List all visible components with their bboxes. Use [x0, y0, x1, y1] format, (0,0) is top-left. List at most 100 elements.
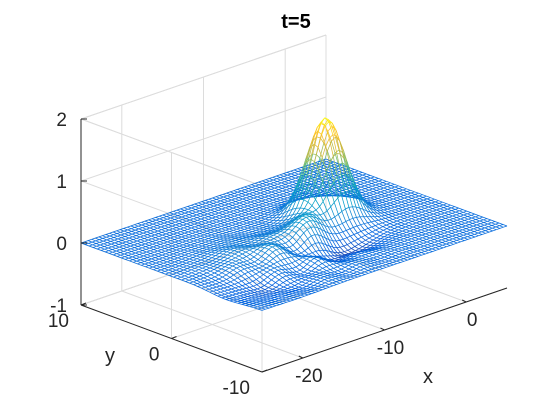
- mesh-segment: [465, 228, 471, 231]
- mesh-segment: [148, 219, 153, 222]
- mesh-segment: [200, 235, 205, 238]
- mesh-segment: [401, 244, 406, 247]
- mesh-segment: [243, 223, 248, 226]
- mesh-segment: [470, 231, 475, 234]
- mesh-segment: [202, 225, 207, 228]
- mesh-segment: [196, 215, 201, 218]
- mesh-segment: [162, 233, 167, 236]
- mesh-segment: [199, 231, 204, 234]
- mesh-segment: [129, 243, 135, 246]
- mesh-segment: [372, 187, 377, 190]
- mesh-segment: [235, 202, 240, 205]
- mesh-segment: [395, 210, 400, 213]
- mesh-segment: [250, 200, 255, 203]
- mesh-segment: [198, 201, 202, 204]
- mesh-segment: [289, 214, 294, 220]
- mesh-segment: [411, 221, 417, 224]
- mesh-segment: [256, 189, 261, 192]
- mesh-segment: [351, 246, 355, 249]
- mesh-segment: [267, 190, 272, 193]
- mesh-segment: [466, 229, 471, 232]
- mesh-segment: [467, 236, 472, 239]
- mesh-segment: [437, 217, 443, 220]
- mesh-segment: [268, 251, 273, 256]
- mesh-segment: [402, 208, 407, 211]
- mesh-segment: [201, 240, 206, 243]
- mesh-segment: [127, 248, 132, 251]
- mesh-segment: [247, 225, 252, 228]
- mesh-segment: [428, 205, 433, 208]
- mesh-segment: [274, 183, 278, 186]
- mesh-segment: [326, 183, 331, 185]
- mesh-segment: [108, 250, 113, 253]
- mesh-segment: [455, 233, 460, 236]
- mesh-segment: [326, 250, 331, 257]
- mesh-segment: [134, 249, 140, 253]
- mesh-segment: [220, 200, 225, 203]
- mesh-segment: [199, 212, 204, 214]
- mesh-segment: [318, 159, 323, 162]
- mesh-segment: [237, 187, 241, 190]
- mesh-segment: [441, 235, 445, 238]
- mesh-segment: [324, 125, 330, 139]
- mesh-segment: [171, 220, 176, 223]
- mesh-segment: [98, 236, 103, 239]
- mesh-segment: [439, 204, 444, 207]
- mesh-segment: [173, 235, 178, 238]
- mesh-segment: [393, 201, 398, 204]
- mesh-segment: [132, 237, 137, 240]
- mesh-segment: [368, 203, 374, 208]
- mesh-segment: [162, 254, 167, 257]
- mesh-segment: [196, 233, 200, 236]
- mesh-segment: [387, 252, 392, 255]
- mesh-segment: [391, 253, 396, 256]
- mesh-segment: [326, 181, 331, 184]
- mesh-segment: [436, 232, 441, 235]
- mesh-segment: [126, 244, 131, 247]
- mesh-segment: [373, 195, 378, 198]
- mesh-segment: [254, 203, 259, 206]
- mesh-segment: [262, 222, 267, 225]
- mesh-segment: [309, 220, 315, 228]
- mesh-segment: [419, 199, 424, 202]
- mesh-segment: [401, 226, 406, 229]
- mesh-segment: [341, 223, 347, 231]
- mesh-segment: [311, 205, 317, 211]
- mesh-segment: [448, 234, 453, 237]
- mesh-segment: [430, 243, 436, 246]
- mesh-segment: [150, 233, 155, 236]
- mesh-segment: [238, 219, 244, 223]
- mesh-segment: [429, 234, 434, 238]
- mesh-segment: [424, 250, 430, 254]
- mesh-segment: [175, 221, 180, 224]
- mesh-segment: [392, 218, 398, 222]
- mesh-segment: [185, 257, 190, 260]
- mesh-segment: [265, 198, 270, 201]
- mesh-segment: [298, 256, 303, 259]
- mesh-segment: [358, 174, 363, 177]
- mesh-segment: [302, 218, 308, 223]
- mesh-segment: [247, 208, 253, 211]
- mesh-segment: [280, 229, 285, 232]
- mesh-segment: [391, 255, 396, 258]
- mesh-segment: [384, 256, 389, 259]
- mesh-segment: [168, 225, 173, 228]
- mesh-segment: [403, 216, 408, 219]
- mesh-segment: [412, 225, 417, 228]
- mesh-segment: [388, 213, 393, 215]
- mesh-segment: [355, 206, 361, 217]
- mesh-segment: [411, 198, 417, 201]
- mesh-segment: [333, 197, 339, 203]
- mesh-segment: [192, 235, 197, 238]
- mesh-segment: [212, 199, 217, 202]
- mesh-segment: [309, 135, 315, 149]
- mesh-segment: [439, 225, 444, 229]
- mesh-segment: [200, 238, 205, 241]
- mesh-segment: [273, 233, 278, 236]
- mesh-segment: [225, 210, 231, 213]
- mesh-segment: [165, 232, 170, 235]
- mesh-segment: [178, 240, 183, 243]
- mesh-segment: [287, 176, 292, 179]
- mesh-segment: [201, 200, 206, 202]
- mesh-segment: [189, 240, 194, 243]
